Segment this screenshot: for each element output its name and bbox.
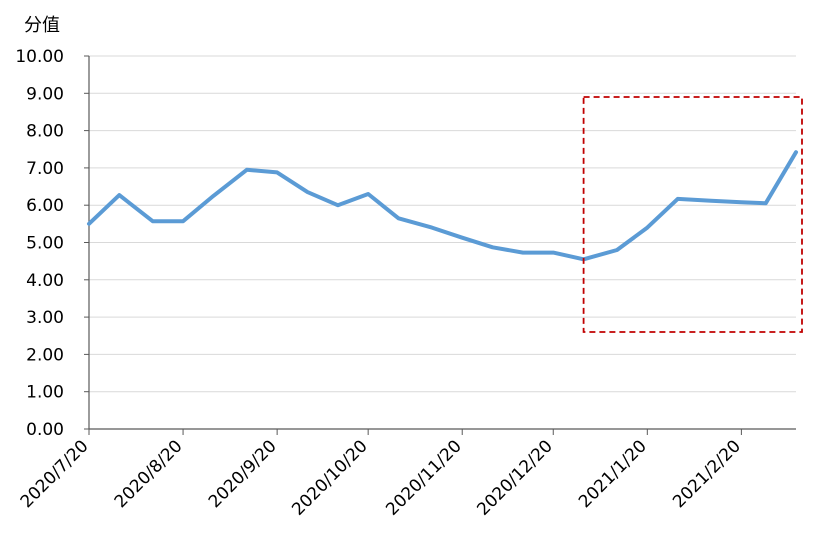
x-tick-label: 2020/11/20 <box>382 436 465 519</box>
y-tick-label: 4.00 <box>26 271 64 291</box>
y-tick-label: 9.00 <box>26 84 64 104</box>
y-tick-label: 10.00 <box>15 47 64 67</box>
annotation-layer <box>582 96 803 333</box>
series-line <box>87 150 798 262</box>
x-tick-label: 2020/12/20 <box>473 436 556 519</box>
y-tick-label: 7.00 <box>26 159 64 179</box>
y-tick-label: 1.00 <box>26 383 64 403</box>
axes <box>84 55 796 435</box>
y-tick-label: 0.00 <box>26 420 64 440</box>
x-tick-labels: 2020/7/20 2020/8/20 2020/9/20 2020/10/20 202… <box>17 436 745 519</box>
series-layer <box>87 150 798 262</box>
y-axis-label: 分值 <box>24 15 60 36</box>
x-tick-label: 2020/10/20 <box>288 436 371 519</box>
highlight-dashed-box <box>582 96 803 333</box>
x-tick-label: 2021/1/20 <box>575 436 651 512</box>
x-tick-label: 2020/7/20 <box>17 436 93 512</box>
x-tick-label: 2021/2/20 <box>669 436 745 512</box>
x-tick-label: 2020/9/20 <box>205 436 281 512</box>
y-tick-labels: 0.00 1.00 2.00 3.00 4.00 5.00 6.00 7.00 8.00 9.00… <box>15 47 64 440</box>
y-tick-label: 5.00 <box>26 234 64 254</box>
gridlines <box>89 55 796 393</box>
y-tick-label: 8.00 <box>26 122 64 142</box>
y-tick-label: 6.00 <box>26 196 64 216</box>
y-tick-label: 2.00 <box>26 345 64 365</box>
x-tick-label: 2020/8/20 <box>111 436 187 512</box>
y-tick-label: 3.00 <box>26 308 64 328</box>
